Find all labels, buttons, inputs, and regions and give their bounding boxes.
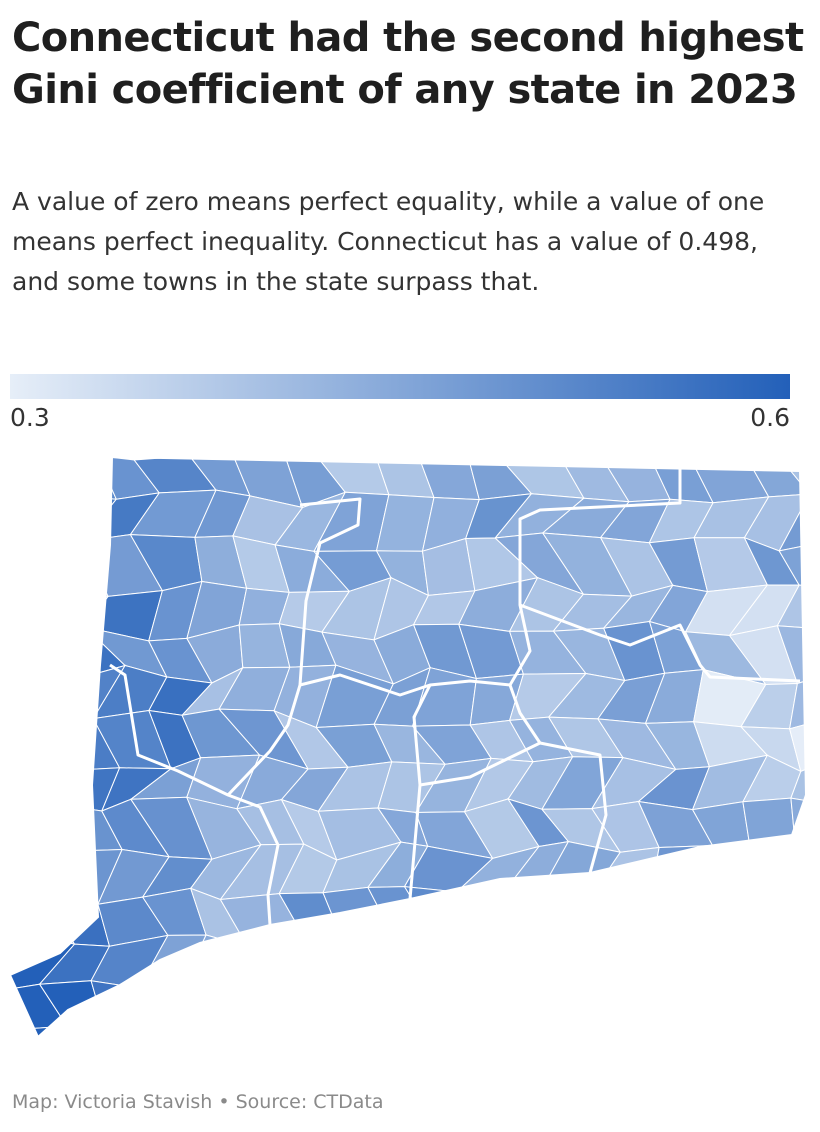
- town-region: [590, 974, 660, 1024]
- town-region: [506, 931, 584, 987]
- state-outline: [8, 455, 808, 1039]
- town-region: [779, 973, 806, 1029]
- town-region: [787, 884, 806, 946]
- town-region: [639, 985, 722, 1036]
- town-region: [10, 493, 61, 552]
- town-region: [639, 937, 721, 987]
- town-region: [697, 932, 750, 987]
- town-region: [411, 1018, 487, 1037]
- town-region: [322, 1032, 392, 1037]
- town-region: [183, 977, 253, 1022]
- town-region: [10, 627, 79, 684]
- county-boundaries: [109, 465, 801, 926]
- town-region: [233, 1020, 303, 1037]
- town-region: [732, 928, 800, 981]
- town-region: [697, 979, 765, 1036]
- town-region: [229, 942, 309, 989]
- town-region: [50, 594, 110, 631]
- map-subtitle: A value of zero means perfect equality, …: [12, 187, 765, 296]
- map-credit: Map: Victoria Stavish • Source: CTData: [12, 1091, 384, 1113]
- town-region: [10, 457, 60, 508]
- town-region: [515, 1022, 587, 1037]
- connecticut-town-map: [8, 455, 808, 1039]
- town-region: [590, 937, 676, 987]
- town-region: [36, 540, 109, 597]
- town-region: [724, 1027, 800, 1037]
- town-region: [10, 892, 76, 945]
- town-polygons: [10, 457, 806, 1037]
- town-region: [10, 842, 79, 905]
- town-region: [229, 977, 303, 1030]
- town-region: [422, 983, 487, 1033]
- town-region: [506, 975, 587, 1030]
- town-region: [542, 884, 631, 944]
- town-region: [10, 548, 60, 596]
- town-region: [778, 542, 806, 589]
- town-region: [498, 885, 585, 937]
- town-region: [369, 1018, 443, 1037]
- town-region: [316, 977, 392, 1035]
- town-region: [552, 931, 630, 977]
- legend-max-label: 0.6: [750, 403, 790, 432]
- town-region: [10, 677, 80, 723]
- town-region: [636, 1022, 722, 1037]
- town-region: [733, 841, 797, 904]
- town-region: [187, 1020, 253, 1037]
- town-region: [788, 718, 806, 773]
- town-region: [367, 886, 444, 949]
- town-region: [695, 890, 750, 947]
- town-region: [279, 977, 352, 1034]
- town-region: [779, 928, 806, 977]
- legend-min-label: 0.3: [10, 403, 50, 432]
- town-region: [651, 844, 714, 892]
- legend-color-scale: [10, 374, 790, 399]
- town-region: [10, 753, 67, 816]
- town-region: [90, 980, 157, 1035]
- town-region: [10, 800, 80, 852]
- town-region: [139, 1020, 200, 1037]
- town-region: [455, 934, 535, 987]
- town-region: [651, 885, 721, 947]
- town-region: [776, 584, 806, 631]
- town-region: [455, 984, 539, 1033]
- town-region: [598, 1017, 660, 1037]
- town-region: [552, 974, 633, 1024]
- town-region: [403, 886, 489, 949]
- town-region: [10, 594, 60, 631]
- town-region: [279, 942, 347, 990]
- town-region: [455, 891, 535, 937]
- town-region: [742, 797, 797, 855]
- town-region: [586, 885, 675, 943]
- town-region: [787, 853, 806, 890]
- town-region: [467, 1028, 539, 1037]
- town-region: [316, 944, 399, 985]
- town-region: [695, 841, 750, 904]
- town-region: [778, 493, 806, 552]
- town-region: [96, 1022, 157, 1037]
- town-region: [40, 1025, 107, 1037]
- map-title: Connecticut had the second highest Gini …: [12, 15, 804, 113]
- town-region: [10, 709, 67, 772]
- town-region: [732, 974, 801, 1029]
- town-region: [36, 493, 118, 551]
- town-region: [369, 944, 444, 985]
- town-region: [422, 933, 489, 986]
- town-region: [733, 884, 799, 935]
- town-region: [138, 980, 200, 1024]
- town-region: [787, 1020, 806, 1037]
- town-region: [790, 754, 806, 806]
- town-region: [282, 1028, 352, 1037]
- town-region: [556, 1017, 633, 1037]
- town-region: [776, 625, 806, 685]
- town-region: [40, 457, 118, 500]
- town-region: [369, 983, 442, 1035]
- town-region: [687, 1027, 766, 1037]
